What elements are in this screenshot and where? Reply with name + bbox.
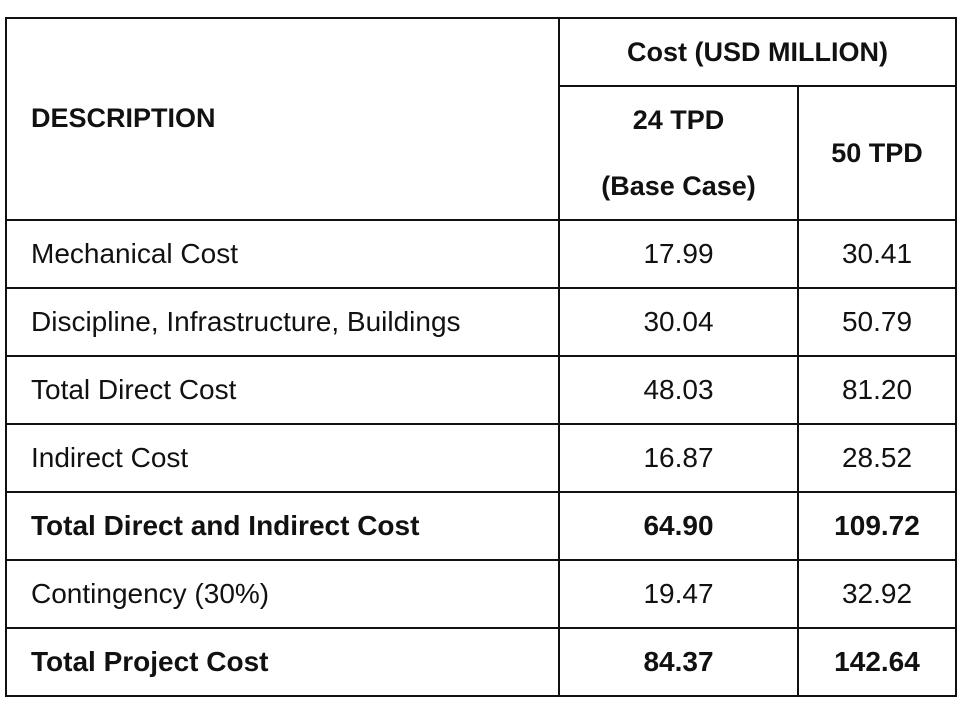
row-label: Mechanical Cost [5, 219, 560, 289]
row-label: Total Direct and Indirect Cost [5, 491, 560, 561]
value-50tpd: 142.64 [797, 627, 957, 697]
col-24tpd-line2: (Base Case) [601, 171, 756, 201]
table-row: Total Direct and Indirect Cost 64.90 109.7… [5, 491, 957, 561]
value-24tpd: 17.99 [558, 219, 799, 289]
value-50tpd: 50.79 [797, 287, 957, 357]
row-label: Total Direct Cost [5, 355, 560, 425]
value-24tpd: 48.03 [558, 355, 799, 425]
row-label: Indirect Cost [5, 423, 560, 493]
value-24tpd: 64.90 [558, 491, 799, 561]
description-header: DESCRIPTION [5, 17, 560, 221]
value-50tpd: 30.41 [797, 219, 957, 289]
value-50tpd: 109.72 [797, 491, 957, 561]
row-label: Contingency (30%) [5, 559, 560, 629]
value-50tpd: 81.20 [797, 355, 957, 425]
col-50tpd-header: 50 TPD [797, 85, 957, 221]
row-label: Discipline, Infrastructure, Buildings [5, 287, 560, 357]
table-row: Total Direct Cost 48.03 81.20 [5, 355, 957, 425]
row-label: Total Project Cost [5, 627, 560, 697]
header-row: DESCRIPTION Cost (USD MILLION) [5, 17, 957, 221]
value-50tpd: 32.92 [797, 559, 957, 629]
subheader-row: 24 TPD (Base Case) 50 TPD [6, 85, 957, 221]
table-row: Discipline, Infrastructure, Buildings 30.… [5, 287, 957, 357]
value-24tpd: 16.87 [558, 423, 799, 493]
col-24tpd-line1: 24 TPD [632, 105, 725, 135]
cost-table: DESCRIPTION Cost (USD MILLION) 24 TPD (B… [5, 17, 957, 697]
cost-group-header: Cost (USD MILLION) [558, 17, 957, 87]
table-row: Mechanical Cost 17.99 30.41 [5, 219, 957, 289]
value-24tpd: 30.04 [558, 287, 799, 357]
value-50tpd: 28.52 [797, 423, 957, 493]
col-24tpd-header: 24 TPD (Base Case) [558, 85, 799, 221]
value-24tpd: 19.47 [558, 559, 799, 629]
table-row: Indirect Cost 16.87 28.52 [5, 423, 957, 493]
table-row: Contingency (30%) 19.47 32.92 [5, 559, 957, 629]
value-24tpd: 84.37 [558, 627, 799, 697]
table-row: Total Project Cost 84.37 142.64 [5, 627, 957, 697]
